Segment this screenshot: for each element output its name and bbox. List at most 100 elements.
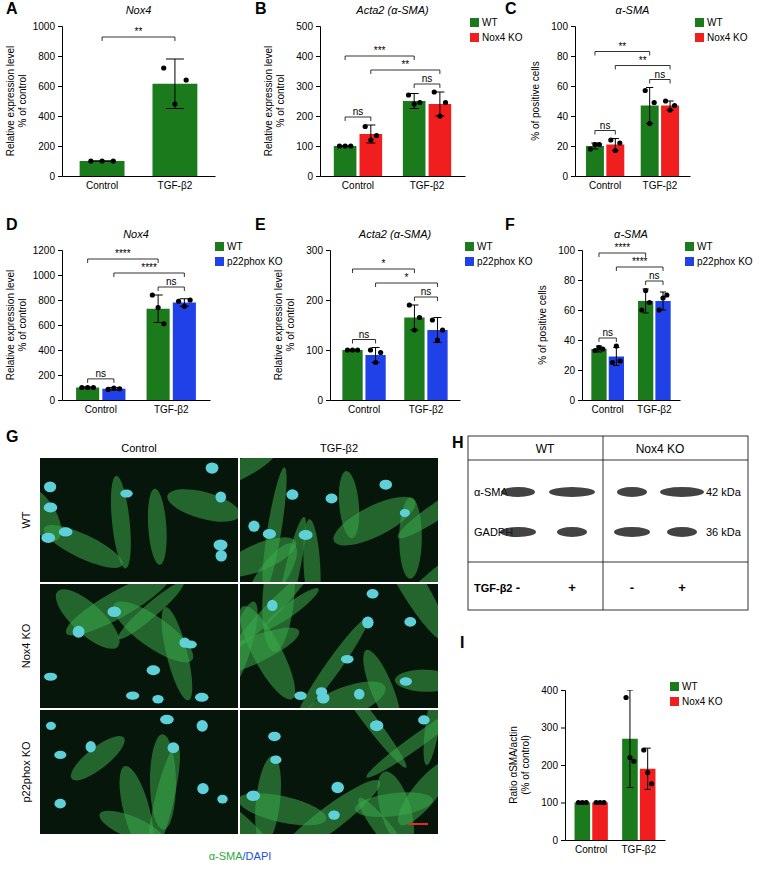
significance-bracket [615, 66, 670, 70]
nucleus [328, 810, 340, 819]
y-tick-mark [326, 350, 330, 351]
significance-label: **** [115, 248, 131, 259]
nucleus [263, 529, 276, 539]
blot-band [549, 487, 595, 497]
x-axis: ControlTGF-β2 [63, 400, 211, 415]
data-point [85, 385, 90, 390]
nucleus [59, 527, 73, 536]
nucleus [120, 489, 132, 497]
y-tick-label: 0 [307, 171, 313, 182]
cell-fiber [395, 669, 438, 692]
y-tick: 200 [38, 370, 62, 381]
bar [404, 318, 424, 401]
y-tick-label: 200 [306, 295, 323, 306]
y-tick-label: 80 [557, 51, 569, 62]
y-tick: 100 [306, 345, 330, 356]
x-tick: TGF-β2 [643, 176, 678, 191]
y-tick: 400 [38, 111, 62, 122]
micrograph [40, 710, 238, 834]
x-tick: TGF-β2 [621, 840, 656, 855]
y-tick: 200 [541, 760, 565, 771]
data-point [363, 124, 368, 129]
cell-fiber [260, 584, 322, 634]
y-tick-mark [578, 370, 582, 371]
data-point [117, 386, 122, 391]
significance-label: * [405, 272, 409, 283]
y-tick-label: 0 [569, 395, 575, 406]
data-point [592, 142, 597, 147]
y-tick-mark [316, 146, 320, 147]
nucleus [418, 715, 430, 724]
y-tick-mark [58, 116, 62, 117]
group-label: Nox4 KO [636, 442, 685, 456]
cell-fiber [327, 710, 411, 772]
y-tick-label: 1000 [33, 270, 56, 281]
data-point [368, 347, 373, 352]
y-tick-label: 100 [541, 797, 558, 808]
y-tick-mark [316, 56, 320, 57]
bar-panel: Cα-SMA020406080100% of positive cellsCon… [505, 0, 748, 191]
y-axis-line [578, 251, 583, 401]
blot-band [557, 527, 587, 537]
panel-title: α-SMA [616, 4, 650, 16]
data-point [584, 800, 589, 805]
x-tick-label: Control [575, 844, 607, 855]
panel-letter: E [255, 216, 266, 233]
data-point [432, 89, 437, 94]
y-tick-mark [58, 300, 62, 301]
y-tick-label: 0 [49, 395, 55, 406]
error-bar [646, 88, 653, 124]
y-tick: 600 [38, 320, 62, 331]
nucleus [44, 481, 56, 492]
y-tick-mark [561, 728, 565, 729]
micrograph [240, 710, 438, 834]
data-point [617, 140, 622, 145]
x-axis-line [331, 400, 461, 401]
y-axis-title: % of positive cells [530, 61, 541, 140]
y-tick: 40 [564, 335, 582, 346]
nucleus [362, 617, 373, 629]
nucleus [206, 462, 219, 473]
y-tick-mark [58, 275, 62, 276]
y-tick: 100 [296, 141, 320, 152]
data-point [600, 346, 605, 351]
y-tick: 100 [551, 21, 575, 32]
nucleus [44, 673, 57, 681]
x-tick-label: Control [85, 404, 117, 415]
data-point [368, 137, 373, 142]
data-point [79, 385, 84, 390]
x-axis: ControlTGF-β2 [583, 400, 681, 415]
panel-letter: F [505, 216, 515, 233]
y-tick-mark [58, 86, 62, 87]
legend-label: p22phox KO [697, 256, 753, 267]
y-tick-label: 40 [557, 111, 569, 122]
significance-bracket [414, 84, 440, 88]
y-tick-label: 400 [38, 345, 55, 356]
nucleus [147, 665, 160, 675]
cell-fiber [146, 488, 169, 565]
y-tick-label: 100 [558, 245, 575, 256]
data-point [672, 103, 677, 108]
micrograph [240, 458, 438, 582]
marks [575, 690, 656, 840]
nucleus [326, 494, 338, 504]
nucleus [268, 732, 281, 741]
data-point [614, 343, 619, 348]
y-tick: 100 [541, 797, 565, 808]
data-point [350, 347, 355, 352]
y-axis-title: Relative expression level [273, 270, 284, 381]
y-tick-mark [58, 250, 62, 251]
y-tick-label: 800 [38, 295, 55, 306]
data-point [417, 315, 422, 320]
legend-label: Nox4 KO [682, 696, 723, 707]
data-point [406, 92, 411, 97]
y-tick-mark [571, 26, 575, 27]
bar-panel: EActa2 (α-SMA)0100200300Relative express… [255, 216, 533, 415]
y-tick-mark [316, 176, 320, 177]
blot-divider [468, 460, 748, 461]
nucleus [317, 693, 330, 704]
y-tick: 60 [564, 305, 582, 316]
bar [342, 350, 362, 400]
data-point [652, 100, 657, 105]
y-tick-mark [571, 56, 575, 57]
